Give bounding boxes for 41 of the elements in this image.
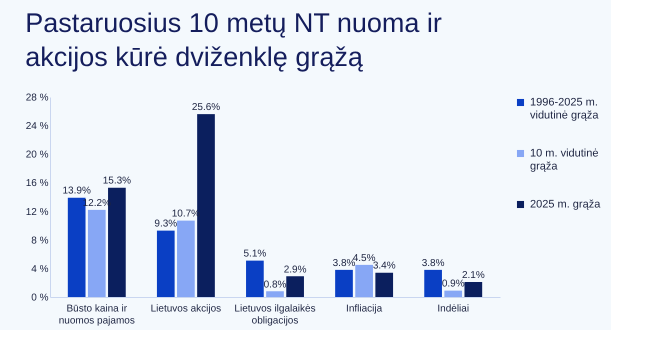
- data-label: 9.3%: [154, 218, 178, 230]
- bar: [286, 276, 304, 297]
- legend-label: 1996-2025 m. vidutinė grąža: [530, 96, 600, 122]
- data-label: 0.9%: [442, 278, 465, 290]
- data-label: 3.8%: [332, 258, 356, 269]
- x-tick-label: Lietuvos akcijos: [150, 304, 222, 314]
- bar: [177, 220, 195, 297]
- x-tick-label: Lietuvos ilgalaikės obligacijos: [234, 304, 316, 326]
- data-label: 0.8%: [264, 279, 287, 290]
- bar: [424, 270, 442, 297]
- data-label: 25.6%: [192, 102, 220, 114]
- bar: [266, 291, 284, 297]
- y-tick-label: 28 %: [26, 92, 49, 104]
- y-tick-label: 24 %: [26, 121, 49, 132]
- chart-title: Pastaruosius 10 metų NT nuoma ir akcijos kūrė dviženklę grąžą: [25, 8, 442, 72]
- bar: [464, 282, 482, 297]
- data-label: 5.1%: [243, 248, 266, 260]
- data-label: 15.3%: [102, 176, 132, 187]
- bar: [88, 210, 106, 297]
- y-tick-label: 0 %: [31, 292, 49, 304]
- y-tick-label: 20 %: [26, 150, 49, 161]
- data-label: 2.9%: [284, 264, 307, 276]
- bar: [156, 230, 175, 297]
- y-tick-label: 8 %: [31, 235, 49, 246]
- x-tick-label: Indėliai: [437, 304, 470, 314]
- legend-label: 2025 m. grąža: [530, 198, 602, 210]
- data-label: 2.1%: [462, 270, 485, 281]
- x-tick-label: Infliacija: [346, 304, 383, 314]
- bar: [246, 260, 264, 297]
- y-tick-label: 12 %: [26, 206, 49, 218]
- y-tick-label: 16 %: [26, 178, 49, 190]
- data-label: 3.8%: [422, 258, 445, 269]
- bar: [375, 272, 394, 297]
- bar: [444, 290, 462, 297]
- bar: [335, 270, 353, 297]
- y-tick-label: 4 %: [31, 264, 49, 275]
- data-label: 3.4%: [372, 260, 396, 272]
- x-tick-label: Būsto kaina ir nuomos pajamos: [58, 304, 135, 326]
- data-label: 13.9%: [62, 186, 91, 197]
- bar: [355, 264, 373, 297]
- legend-label: 10 m. vidutinė grąža: [530, 148, 598, 172]
